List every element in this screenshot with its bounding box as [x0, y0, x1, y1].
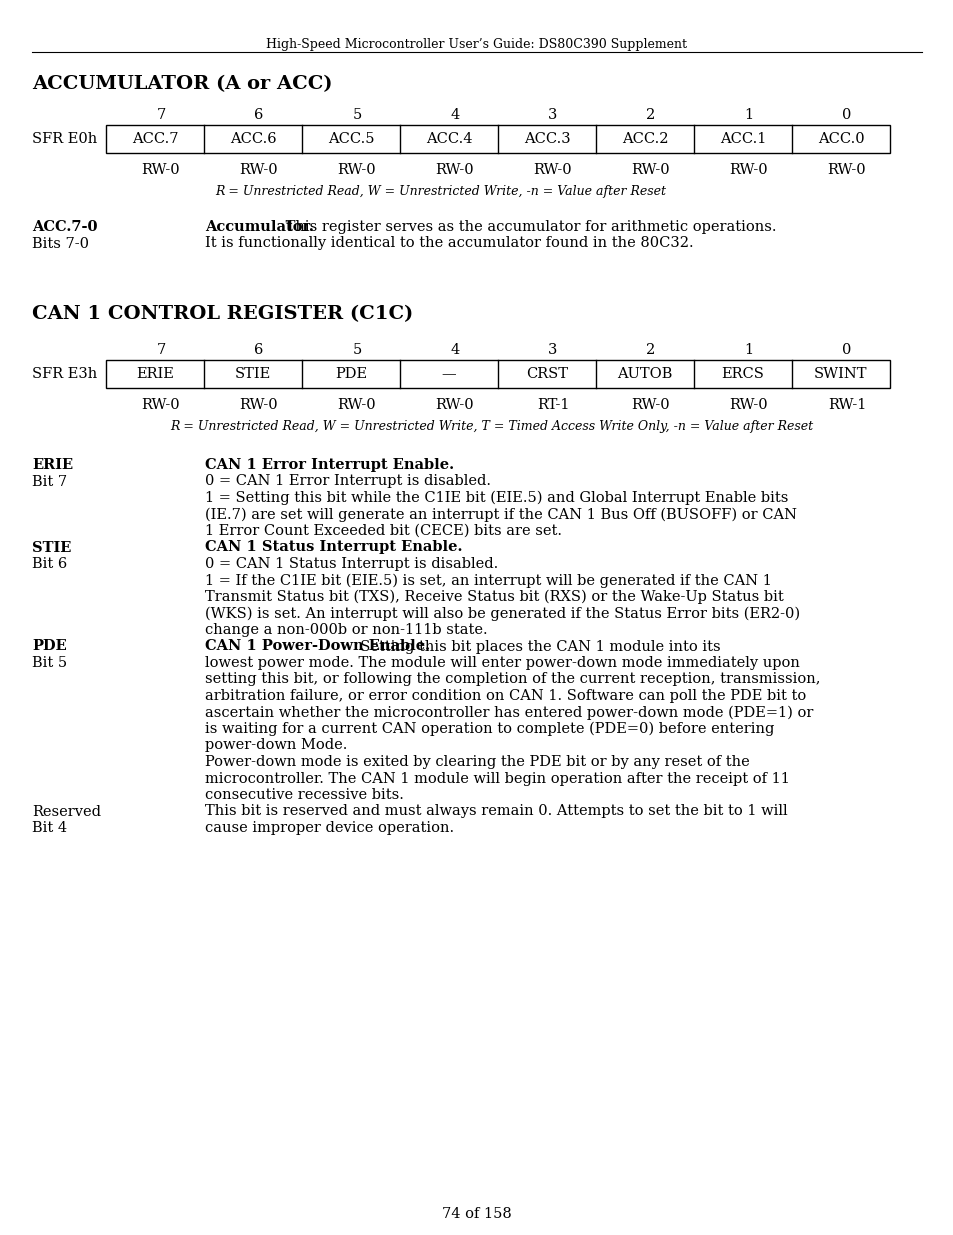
Text: CAN 1 Error Interrupt Enable.: CAN 1 Error Interrupt Enable.: [205, 458, 454, 472]
Text: 1: 1: [743, 343, 753, 357]
Text: Reserved: Reserved: [32, 804, 101, 819]
Text: Bit 7: Bit 7: [32, 474, 67, 489]
Text: ACC.1: ACC.1: [720, 132, 765, 146]
Text: 3: 3: [548, 107, 558, 122]
Text: RW-0: RW-0: [142, 398, 180, 412]
Text: 74 of 158: 74 of 158: [441, 1207, 512, 1221]
Text: microcontroller. The CAN 1 module will begin operation after the receipt of 11: microcontroller. The CAN 1 module will b…: [205, 772, 789, 785]
Text: cause improper device operation.: cause improper device operation.: [205, 821, 454, 835]
Text: RW-0: RW-0: [729, 163, 767, 177]
Text: consecutive recessive bits.: consecutive recessive bits.: [205, 788, 403, 802]
Text: Power-down mode is exited by clearing the PDE bit or by any reset of the: Power-down mode is exited by clearing th…: [205, 755, 749, 769]
Text: RW-0: RW-0: [337, 163, 375, 177]
Text: 1 Error Count Exceeded bit (CECE) bits are set.: 1 Error Count Exceeded bit (CECE) bits a…: [205, 524, 561, 538]
Text: 7: 7: [156, 107, 166, 122]
Text: ACC.7: ACC.7: [132, 132, 178, 146]
Text: ACC.5: ACC.5: [328, 132, 374, 146]
Text: RW-0: RW-0: [436, 398, 474, 412]
Text: STIE: STIE: [32, 541, 71, 555]
Text: 2: 2: [646, 107, 655, 122]
Bar: [106, 125, 889, 153]
Text: power-down Mode.: power-down Mode.: [205, 739, 347, 752]
Text: ACC.3: ACC.3: [523, 132, 570, 146]
Text: ERIE: ERIE: [32, 458, 73, 472]
Text: SFR E0h: SFR E0h: [32, 132, 97, 146]
Text: RW-0: RW-0: [142, 163, 180, 177]
Text: Accumulator.: Accumulator.: [205, 220, 314, 233]
Text: ACCUMULATOR (A or ACC): ACCUMULATOR (A or ACC): [32, 75, 333, 93]
Text: 0: 0: [841, 107, 851, 122]
Text: Transmit Status bit (TXS), Receive Status bit (RXS) or the Wake-Up Status bit: Transmit Status bit (TXS), Receive Statu…: [205, 590, 783, 604]
Text: 7: 7: [156, 343, 166, 357]
Text: 4: 4: [450, 107, 459, 122]
Text: CAN 1 Status Interrupt Enable.: CAN 1 Status Interrupt Enable.: [205, 541, 462, 555]
Text: RW-0: RW-0: [533, 163, 572, 177]
Text: 5: 5: [352, 107, 361, 122]
Text: RW-0: RW-0: [631, 163, 670, 177]
Text: 2: 2: [646, 343, 655, 357]
Text: 3: 3: [548, 343, 558, 357]
Text: setting this bit, or following the completion of the current reception, transmis: setting this bit, or following the compl…: [205, 673, 820, 687]
Text: R = Unrestricted Read, W = Unrestricted Write, T = Timed Access Write Only, -n =: R = Unrestricted Read, W = Unrestricted …: [170, 420, 812, 433]
Text: RW-0: RW-0: [729, 398, 767, 412]
Text: Setting this bit places the CAN 1 module into its: Setting this bit places the CAN 1 module…: [351, 640, 720, 653]
Text: RW-0: RW-0: [239, 163, 278, 177]
Text: 5: 5: [352, 343, 361, 357]
Text: RW-1: RW-1: [827, 398, 865, 412]
Text: 6: 6: [254, 343, 263, 357]
Text: PDE: PDE: [335, 367, 367, 382]
Text: It is functionally identical to the accumulator found in the 80C32.: It is functionally identical to the accu…: [205, 236, 693, 251]
Text: ERCS: ERCS: [720, 367, 763, 382]
Text: RW-0: RW-0: [239, 398, 278, 412]
Text: CRST: CRST: [525, 367, 567, 382]
Text: CAN 1 CONTROL REGISTER (C1C): CAN 1 CONTROL REGISTER (C1C): [32, 305, 413, 324]
Text: ACC.7-0: ACC.7-0: [32, 220, 97, 233]
Text: R = Unrestricted Read, W = Unrestricted Write, -n = Value after Reset: R = Unrestricted Read, W = Unrestricted …: [214, 185, 665, 198]
Text: 0 = CAN 1 Error Interrupt is disabled.: 0 = CAN 1 Error Interrupt is disabled.: [205, 474, 491, 489]
Text: CAN 1 Power-Down Enable.: CAN 1 Power-Down Enable.: [205, 640, 430, 653]
Text: PDE: PDE: [32, 640, 67, 653]
Text: 0: 0: [841, 343, 851, 357]
Text: RW-0: RW-0: [337, 398, 375, 412]
Text: 1: 1: [743, 107, 753, 122]
Text: ACC.4: ACC.4: [425, 132, 472, 146]
Text: ACC.0: ACC.0: [817, 132, 863, 146]
Text: High-Speed Microcontroller User’s Guide: DS80C390 Supplement: High-Speed Microcontroller User’s Guide:…: [266, 38, 687, 51]
Text: (IE.7) are set will generate an interrupt if the CAN 1 Bus Off (BUSOFF) or CAN: (IE.7) are set will generate an interrup…: [205, 508, 796, 522]
Text: ascertain whether the microcontroller has entered power-down mode (PDE=1) or: ascertain whether the microcontroller ha…: [205, 705, 813, 720]
Text: 6: 6: [254, 107, 263, 122]
Text: ACC.2: ACC.2: [621, 132, 667, 146]
Text: arbitration failure, or error condition on CAN 1. Software can poll the PDE bit : arbitration failure, or error condition …: [205, 689, 805, 703]
Text: ACC.6: ACC.6: [230, 132, 276, 146]
Text: is waiting for a current CAN operation to complete (PDE=0) before entering: is waiting for a current CAN operation t…: [205, 722, 774, 736]
Text: 1 = Setting this bit while the C1IE bit (EIE.5) and Global Interrupt Enable bits: 1 = Setting this bit while the C1IE bit …: [205, 492, 787, 505]
Text: STIE: STIE: [234, 367, 271, 382]
Text: RT-1: RT-1: [537, 398, 569, 412]
Bar: [106, 359, 889, 388]
Text: 1 = If the C1IE bit (EIE.5) is set, an interrupt will be generated if the CAN 1: 1 = If the C1IE bit (EIE.5) is set, an i…: [205, 573, 771, 588]
Text: This bit is reserved and must always remain 0. Attempts to set the bit to 1 will: This bit is reserved and must always rem…: [205, 804, 787, 819]
Text: Bit 4: Bit 4: [32, 821, 67, 835]
Text: RW-0: RW-0: [827, 163, 865, 177]
Text: RW-0: RW-0: [631, 398, 670, 412]
Text: ERIE: ERIE: [136, 367, 173, 382]
Text: RW-0: RW-0: [436, 163, 474, 177]
Text: —: —: [441, 367, 456, 382]
Text: 0 = CAN 1 Status Interrupt is disabled.: 0 = CAN 1 Status Interrupt is disabled.: [205, 557, 497, 571]
Text: Bits 7-0: Bits 7-0: [32, 236, 89, 251]
Text: change a non-000b or non-111b state.: change a non-000b or non-111b state.: [205, 622, 487, 637]
Text: 4: 4: [450, 343, 459, 357]
Text: Bit 6: Bit 6: [32, 557, 67, 571]
Text: SWINT: SWINT: [814, 367, 867, 382]
Text: This register serves as the accumulator for arithmetic operations.: This register serves as the accumulator …: [280, 220, 776, 233]
Text: Bit 5: Bit 5: [32, 656, 67, 671]
Text: (WKS) is set. An interrupt will also be generated if the Status Error bits (ER2-: (WKS) is set. An interrupt will also be …: [205, 606, 800, 621]
Text: SFR E3h: SFR E3h: [32, 367, 97, 382]
Text: AUTOB: AUTOB: [617, 367, 672, 382]
Text: lowest power mode. The module will enter power-down mode immediately upon: lowest power mode. The module will enter…: [205, 656, 799, 671]
